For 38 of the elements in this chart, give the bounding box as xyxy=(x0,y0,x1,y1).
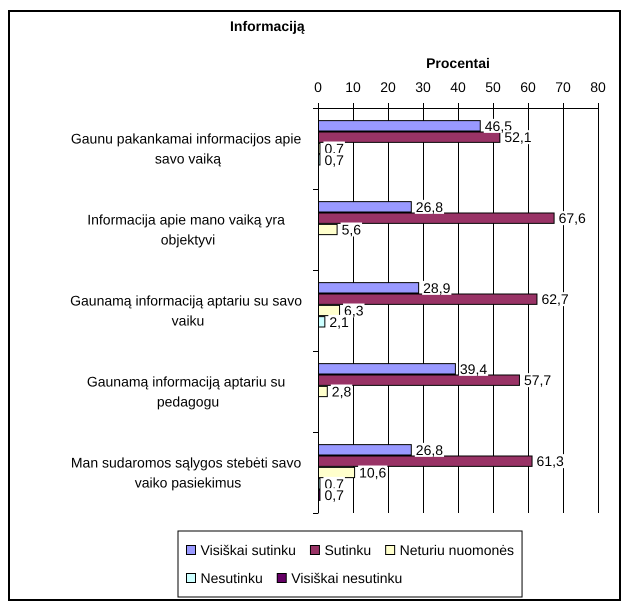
data-label: 57,7 xyxy=(524,372,552,388)
chart-title: Informaciją xyxy=(230,18,305,34)
y-tick-label: Informacija apie mano vaiką yra objektyvi xyxy=(87,212,289,248)
data-label: 10,6 xyxy=(359,464,387,480)
x-tick-label: 30 xyxy=(415,79,431,95)
y-tick-label: Gaunu pakankamai informacijos apie savo vaiką xyxy=(70,130,306,166)
data-label: 62,7 xyxy=(541,291,569,308)
data-label: 28,9 xyxy=(423,280,451,296)
data-label: 26,8 xyxy=(416,442,444,458)
data-label: 5,6 xyxy=(342,222,362,238)
y-tick-label: Gaunamą informaciją aptariu su pedagogu xyxy=(86,374,290,410)
data-label: 0,7 xyxy=(324,152,344,168)
data-label: 61,3 xyxy=(536,453,564,470)
legend-label: Visiškai nesutinku xyxy=(291,570,402,586)
x-tick-label: 70 xyxy=(555,79,571,95)
data-label: 2,1 xyxy=(329,314,350,330)
legend-label: Visiškai sutinku xyxy=(200,542,296,558)
legend-label: Sutinku xyxy=(324,542,372,558)
x-tick-label: 80 xyxy=(590,79,606,95)
legend-label: Neturiu nuomonės xyxy=(400,542,514,558)
data-label: 2,8 xyxy=(332,384,352,400)
x-tick-label: 20 xyxy=(380,79,396,95)
data-label: 6,3 xyxy=(344,302,364,318)
x-tick-label: 0 xyxy=(314,79,322,95)
legend-label: Nesutinku xyxy=(200,570,263,586)
y-tick-label: Man sudaromos sąlygos stebėti savo vaiko pasiekimus xyxy=(70,454,306,490)
data-label: 0,7 xyxy=(324,487,344,504)
data-label: 52,1 xyxy=(504,129,532,146)
x-axis-title: Procentai xyxy=(426,55,490,71)
data-label: 26,8 xyxy=(416,198,444,215)
data-label: 46,5 xyxy=(484,118,512,134)
data-label: 67,6 xyxy=(558,210,586,226)
x-tick-label: 40 xyxy=(450,79,466,95)
x-tick-label: 50 xyxy=(485,79,501,95)
x-tick-label: 60 xyxy=(520,79,536,95)
x-tick-label: 10 xyxy=(345,79,361,95)
y-tick-label: Gaunamą informaciją aptariu su savo vaiku xyxy=(70,292,306,328)
data-label: 39,4 xyxy=(460,360,488,377)
